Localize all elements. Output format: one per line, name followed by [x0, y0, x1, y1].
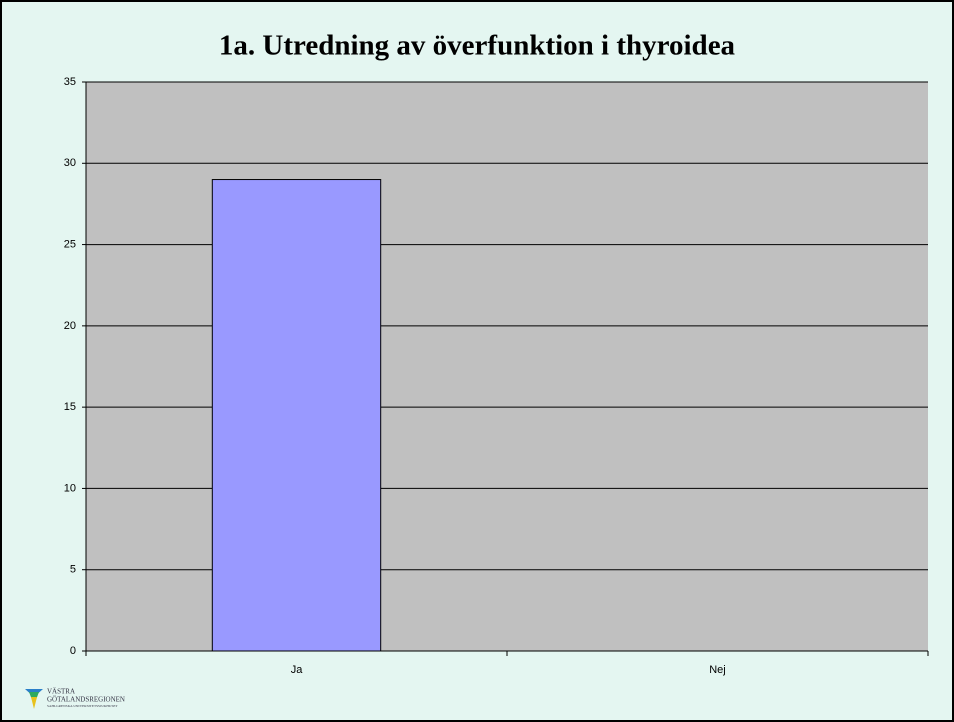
y-tick-label: 25: [64, 238, 76, 250]
logo-text: GÖTALANDSREGIONEN: [47, 696, 125, 704]
bar: [211, 179, 382, 652]
y-tick-label: 10: [64, 482, 76, 494]
y-tick-label: 30: [64, 157, 76, 169]
chart-title: 1a. Utredning av överfunktion i thyroide…: [219, 30, 736, 62]
logo-subtitle: SAHLGRENSKA UNIVERSITETSSJUKHUSET: [47, 704, 119, 708]
y-tick-label: 0: [70, 645, 76, 657]
logo-text: VÄSTRA: [47, 688, 75, 696]
y-tick-label: 5: [70, 564, 76, 576]
y-tick-label: 15: [64, 401, 76, 413]
y-tick-label: 35: [64, 76, 76, 88]
logo: VÄSTRA GÖTALANDSREGIONEN SAHLGRENSKA UNI…: [25, 688, 125, 709]
logo-shape: [31, 697, 37, 709]
x-tick-label: Nej: [709, 664, 726, 676]
x-tick-label: Ja: [291, 664, 304, 676]
y-tick-label: 20: [64, 320, 76, 332]
